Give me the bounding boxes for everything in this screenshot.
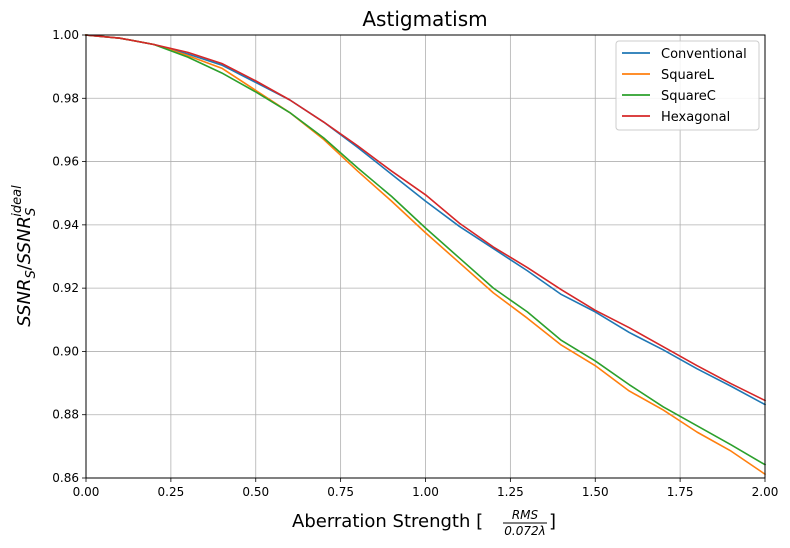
y-axis-label-base1: SSNR (14, 279, 35, 327)
y-axis-label-sup2: ideal (10, 185, 25, 217)
y-axis-label-sub1: S (24, 270, 39, 278)
legend-label-squarec: SquareC (661, 89, 716, 104)
x-tick-label: 0.50 (242, 485, 269, 499)
series-line-squarec (85, 34, 767, 466)
legend-label-hexagonal: Hexagonal (661, 110, 730, 125)
legend-label-conventional: Conventional (661, 47, 747, 62)
x-tick-label: 2.00 (752, 485, 779, 499)
y-tick-label: 1.00 (52, 28, 79, 42)
x-axis-ticks: 0.00 0.25 0.50 0.75 1.00 1.25 1.50 1.75 2.00 (73, 478, 779, 499)
y-axis-ticks: 0.86 0.88 0.90 0.92 0.94 0.96 0.98 1.00 (52, 28, 86, 485)
chart-title: Astigmatism (362, 7, 487, 31)
y-tick-label: 0.96 (52, 155, 79, 169)
y-tick-label: 0.86 (52, 471, 79, 485)
y-tick-label: 0.94 (52, 218, 79, 232)
y-axis-label: SSNRS/SSNRSideal (10, 185, 39, 327)
x-tick-label: 1.75 (667, 485, 694, 499)
x-axis-label-text: Aberration Strength [ (292, 511, 483, 532)
series-line-hexagonal (85, 34, 767, 402)
x-axis-label-close: ] (549, 511, 556, 532)
legend-label-squarel: SquareL (661, 68, 715, 83)
series-lines (85, 34, 767, 476)
x-tick-label: 0.25 (158, 485, 185, 499)
legend: Conventional SquareL SquareC Hexagonal (615, 40, 760, 131)
y-tick-label: 0.90 (52, 344, 79, 358)
series-line-conventional (85, 34, 767, 406)
x-axis-label-frac-denominator: 0.072λ (504, 524, 545, 538)
y-tick-label: 0.88 (52, 408, 79, 422)
y-tick-label: 0.98 (52, 91, 79, 105)
y-axis-label-base2: SSNR (14, 216, 35, 264)
svg-text:SSNRS/SSNRSideal: SSNRS/SSNRSideal (10, 185, 39, 327)
y-tick-label: 0.92 (52, 281, 79, 295)
legend-box (615, 40, 760, 131)
x-tick-label: 1.50 (582, 485, 609, 499)
x-tick-label: 0.75 (327, 485, 354, 499)
x-tick-label: 1.25 (497, 485, 524, 499)
y-axis-label-sub2: S (24, 208, 39, 216)
x-axis-label: Aberration Strength [ RMS 0.072λ ] (292, 508, 556, 538)
x-tick-label: 1.00 (412, 485, 439, 499)
x-axis-label-frac-numerator: RMS (512, 508, 539, 522)
series-line-squarel (85, 34, 767, 476)
x-tick-label: 0.00 (73, 485, 100, 499)
y-axis-label-slash: / (14, 263, 35, 270)
